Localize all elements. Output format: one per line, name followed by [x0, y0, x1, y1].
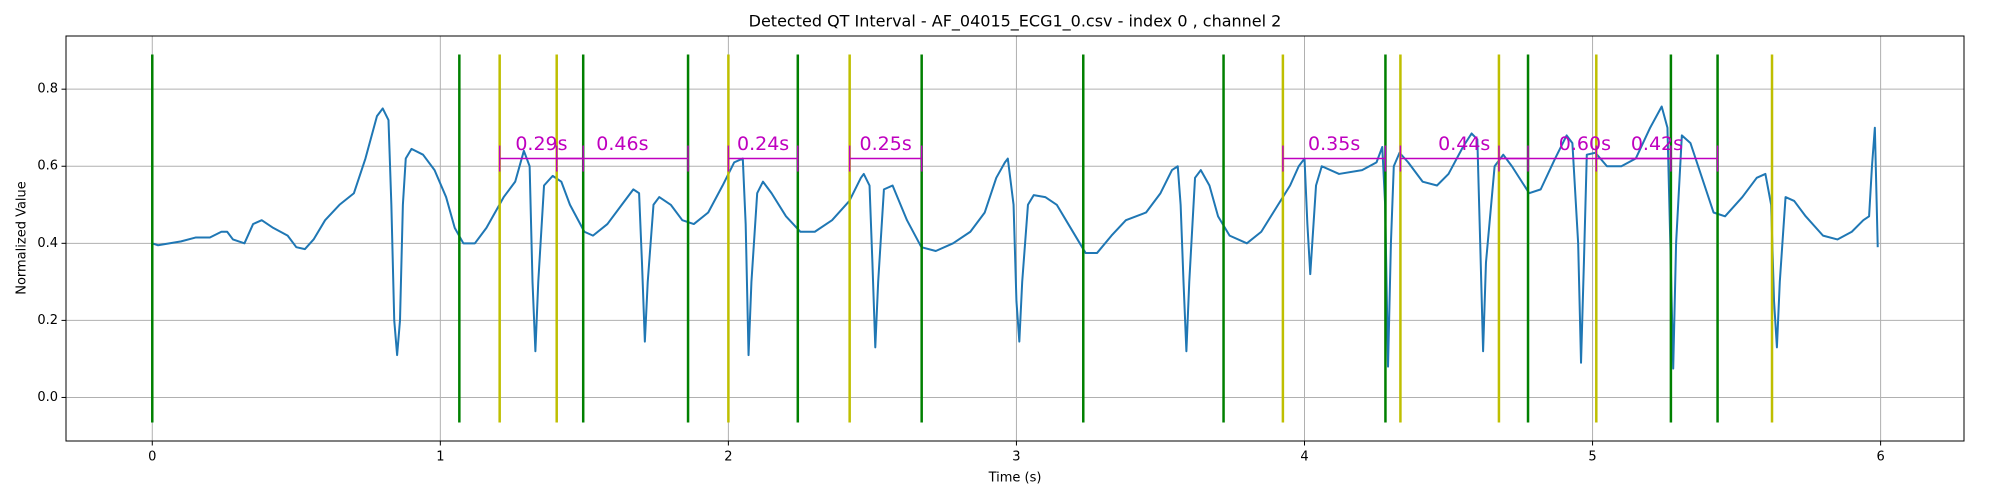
chart-title: Detected QT Interval - AF_04015_ECG1_0.c…	[749, 12, 1282, 32]
x-axis-label: Time (s)	[988, 471, 1042, 486]
y-tick-label: 0.0	[37, 390, 58, 405]
y-tick-label: 0.8	[37, 82, 58, 97]
interval-label: 0.35s	[1308, 133, 1360, 155]
y-tick-label: 0.2	[37, 313, 58, 328]
interval-label: 0.25s	[860, 133, 912, 155]
grid	[66, 36, 1964, 441]
y-tick-label: 0.6	[37, 159, 58, 174]
x-tick-label: 5	[1588, 450, 1596, 465]
plot-area	[151, 54, 1879, 423]
x-tick-label: 6	[1876, 450, 1884, 465]
interval-label: 0.46s	[596, 133, 648, 155]
interval-label: 0.44s	[1438, 133, 1490, 155]
x-tick-label: 0	[148, 450, 156, 465]
interval-label: 0.24s	[737, 133, 789, 155]
interval-label: 0.29s	[515, 133, 567, 155]
interval-label: 0.60s	[1559, 133, 1611, 155]
axes-frame	[65, 35, 1965, 442]
y-tick-label: 0.4	[37, 236, 58, 251]
x-tick-label: 3	[1012, 450, 1020, 465]
signal-line	[151, 105, 1879, 370]
y-axis-label: Normalized Value	[15, 181, 30, 295]
x-tick-label: 4	[1300, 450, 1308, 465]
interval-label: 0.42s	[1631, 133, 1683, 155]
x-tick-label: 1	[436, 450, 444, 465]
x-tick-label: 2	[724, 450, 732, 465]
